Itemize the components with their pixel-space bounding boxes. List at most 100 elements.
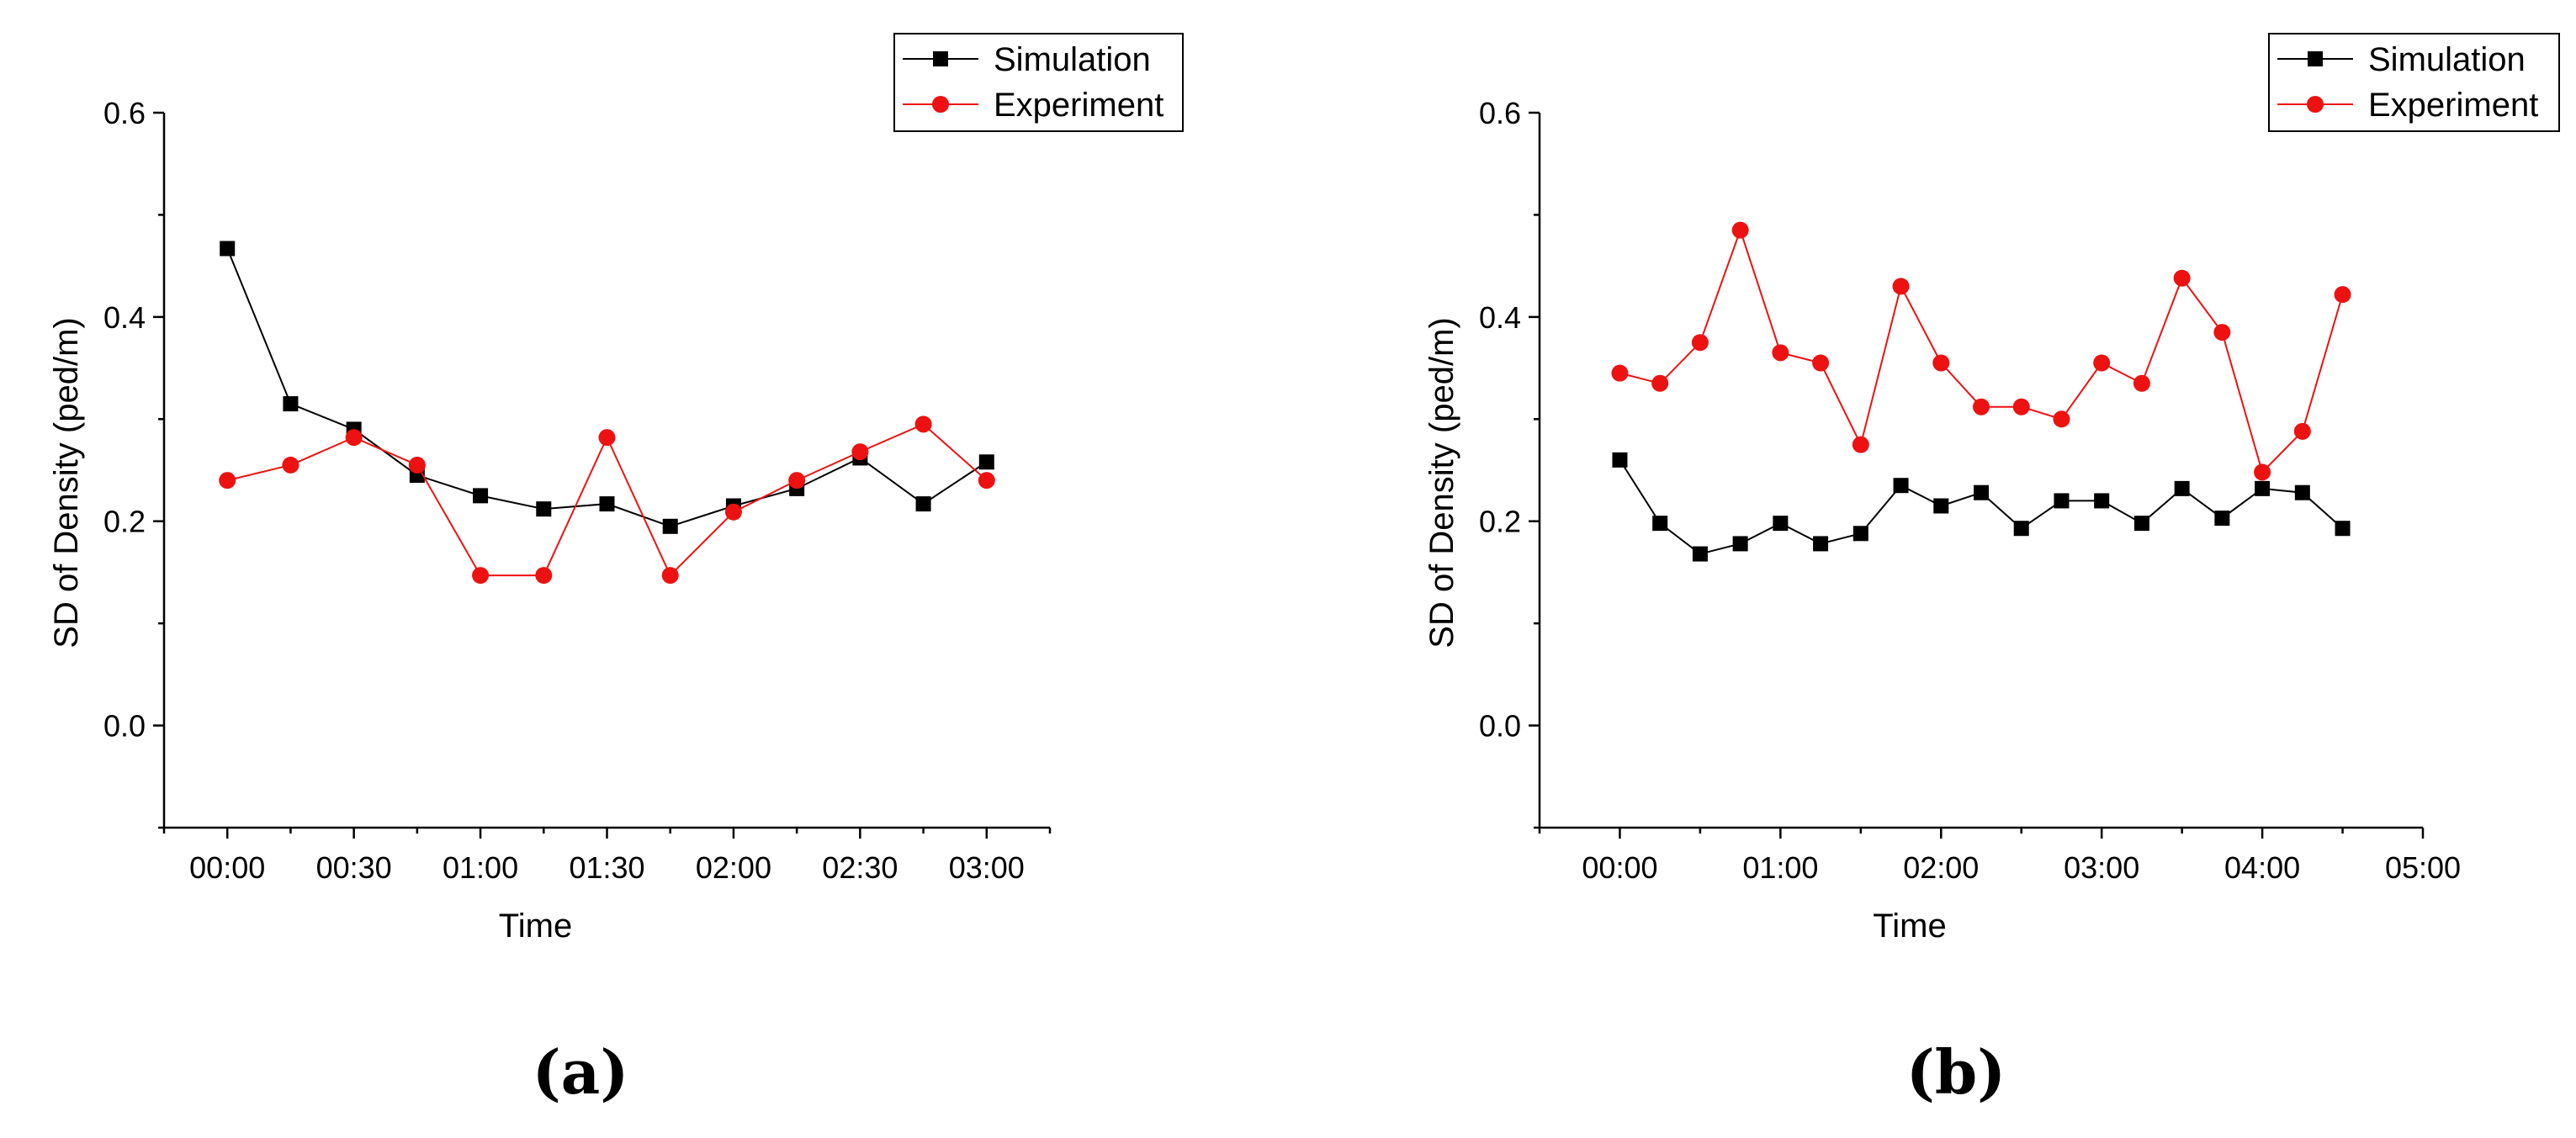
- data-point: [661, 567, 679, 585]
- x-tick-label: 03:00: [949, 850, 1025, 885]
- data-point: [2133, 374, 2150, 392]
- series-experiment: [219, 416, 995, 585]
- legend-label: Simulation: [994, 41, 1151, 78]
- x-tick-label: 05:00: [2385, 850, 2461, 885]
- chart-panel-a: 0.0 0.2 0.4 0.6 00:00 00:30 01:00 01:30 02:00 02:…: [48, 33, 1184, 1108]
- series-line: [1619, 459, 2344, 555]
- data-point: [2093, 354, 2111, 372]
- series-line: [1619, 227, 2344, 474]
- data-point: [599, 496, 615, 512]
- data-point: [1611, 364, 1629, 382]
- data-point: [788, 472, 806, 490]
- data-point: [1892, 278, 1910, 295]
- data-point: [978, 472, 995, 490]
- y-tick-label: 0.4: [103, 300, 146, 335]
- y-tick-label: 0.0: [1479, 709, 1521, 744]
- data-point: [2294, 484, 2310, 500]
- data-point: [1852, 526, 1868, 542]
- data-point: [2133, 516, 2149, 532]
- data-point: [914, 416, 932, 433]
- x-tick-label: 01:30: [569, 850, 644, 885]
- legend-marker: [2307, 96, 2324, 113]
- series-line: [226, 248, 988, 527]
- data-point: [2214, 511, 2230, 527]
- data-point: [1692, 546, 1708, 562]
- series-experiment: [1611, 221, 2351, 481]
- data-point: [219, 472, 236, 490]
- data-point: [2254, 463, 2271, 481]
- x-tick-label: 02:30: [822, 850, 898, 885]
- legend-label: Simulation: [2368, 41, 2526, 78]
- y-axis-title: SD of Density (ped/m): [48, 317, 85, 648]
- data-point: [978, 454, 994, 470]
- legend-frame: [893, 33, 1184, 132]
- panel-label: (a): [533, 1036, 629, 1108]
- data-point: [2335, 521, 2351, 537]
- data-point: [2334, 286, 2351, 304]
- data-point: [2054, 493, 2070, 509]
- data-point: [220, 241, 236, 257]
- data-point: [408, 456, 426, 474]
- data-point: [2293, 422, 2311, 440]
- data-point: [1893, 478, 1909, 494]
- data-point: [851, 443, 869, 461]
- data-point: [472, 567, 490, 585]
- x-axis-title: Time: [1873, 908, 1946, 945]
- data-point: [1973, 398, 1990, 416]
- data-point: [345, 429, 363, 447]
- data-point: [1731, 221, 1749, 239]
- x-tick-label: 01:00: [1742, 850, 1818, 885]
- series-simulation: [1612, 452, 2351, 562]
- data-point: [536, 501, 552, 517]
- legend-frame: [2268, 33, 2560, 132]
- data-point: [473, 488, 489, 504]
- data-point: [1652, 516, 1668, 532]
- data-point: [1612, 452, 1628, 468]
- data-point: [1933, 498, 1949, 514]
- x-tick-label: 03:00: [2064, 850, 2139, 885]
- x-tick-label: 00:30: [316, 850, 392, 885]
- data-point: [282, 456, 299, 474]
- y-tick-label: 0.0: [103, 709, 146, 744]
- data-point: [535, 567, 553, 585]
- data-point: [1852, 436, 1869, 453]
- x-tick-label: 04:00: [2224, 850, 2300, 885]
- y-tick-label: 0.2: [1479, 505, 1521, 539]
- data-point: [2213, 324, 2231, 341]
- x-axis-title: Time: [499, 908, 572, 945]
- legend-marker: [2308, 51, 2323, 66]
- data-point: [283, 396, 299, 412]
- y-tick-label: 0.4: [1479, 300, 1521, 335]
- legend-label: Experiment: [2368, 87, 2538, 124]
- data-point: [2094, 493, 2110, 509]
- data-point: [2174, 480, 2190, 496]
- data-point: [1812, 354, 1830, 372]
- data-point: [915, 496, 931, 512]
- x-tick-label: 02:00: [1903, 850, 1979, 885]
- data-point: [1691, 334, 1709, 352]
- legend: Simulation Experiment: [2268, 33, 2560, 132]
- data-point: [1813, 536, 1829, 552]
- data-point: [662, 518, 678, 534]
- legend-label: Experiment: [994, 87, 1163, 124]
- series-simulation: [220, 241, 994, 534]
- data-point: [1932, 354, 1950, 372]
- legend: Simulation Experiment: [893, 33, 1184, 132]
- data-point: [2012, 398, 2030, 416]
- y-tick-label: 0.6: [1479, 96, 1521, 130]
- data-point: [1651, 374, 1669, 392]
- chart-panel-b: 0.0 0.2 0.4 0.6 00:00 01:00 02:00 03:00 04:00 05:…: [1423, 33, 2560, 1108]
- data-point: [1772, 344, 1789, 362]
- data-point: [1732, 536, 1748, 552]
- data-point: [724, 503, 742, 521]
- data-point: [2013, 521, 2029, 537]
- data-point: [598, 429, 616, 447]
- legend-marker: [932, 96, 949, 113]
- data-point: [2255, 480, 2271, 496]
- legend-marker: [933, 51, 948, 66]
- data-point: [2053, 410, 2070, 428]
- x-tick-label: 02:00: [696, 850, 771, 885]
- panel-label: (b): [1906, 1036, 2006, 1108]
- x-tick-label: 00:00: [1582, 850, 1657, 885]
